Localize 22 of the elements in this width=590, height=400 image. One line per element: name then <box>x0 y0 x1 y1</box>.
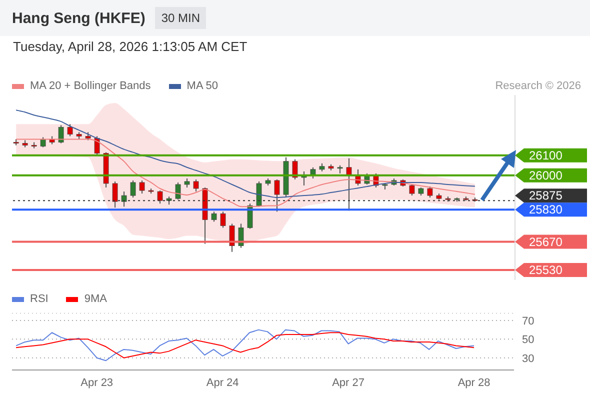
text: Research © 2026 <box>495 80 581 92</box>
text: 30 MIN <box>155 7 206 29</box>
y-tick-label: 25875 <box>529 188 563 203</box>
y-tick-label: 25530 <box>529 262 563 277</box>
y-tick-label: 26100 <box>529 148 563 162</box>
x-tick-label: Apr 24 <box>206 376 239 389</box>
y-tick-label: 25670 <box>529 234 563 249</box>
legend-label: 9MA <box>84 293 107 305</box>
y-tick-label: 70 <box>522 315 534 328</box>
x-tick-label: Apr 23 <box>80 376 114 389</box>
y-tick-label: 50 <box>522 334 534 346</box>
chart-title: Hang Seng (HKFE) <box>12 10 146 26</box>
line-series <box>16 110 476 198</box>
x-tick-label: Apr 27 <box>332 376 365 389</box>
legend-label: MA 20 + Bollinger Bands <box>30 80 151 92</box>
x-tick-label: Apr 28 <box>458 376 490 389</box>
y-tick-label: 25830 <box>529 202 563 217</box>
y-tick-label: 30 <box>522 352 534 365</box>
legend-label: RSI <box>30 293 48 305</box>
chart-subtitle: Tuesday, April 28, 2026 1:13:05 AM CET <box>13 39 248 54</box>
legend-label: MA 50 <box>186 80 218 92</box>
y-tick-label: 26000 <box>529 168 563 182</box>
